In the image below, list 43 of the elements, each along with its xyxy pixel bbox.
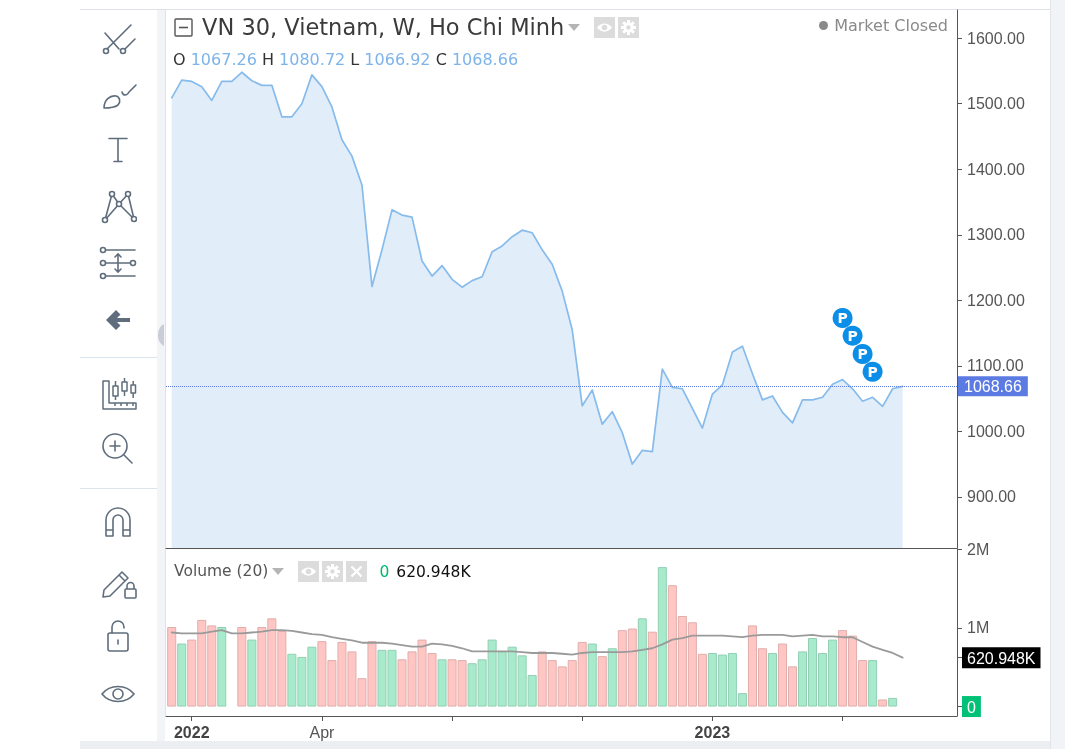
bar	[587, 643, 597, 707]
bar	[767, 652, 777, 707]
y-tick-label: 900.00	[967, 488, 1017, 506]
y-tick-label: 1M	[967, 619, 990, 637]
chart-title: VN 30, Vietnam, W, Ho Chi Minh	[202, 14, 565, 41]
x-tick-label: 2023	[694, 723, 731, 741]
bar	[237, 626, 247, 707]
bar	[637, 618, 647, 707]
y-tick-label: 620.948K	[967, 649, 1036, 667]
ref-line-label: 1068.66	[964, 377, 1022, 395]
bar	[888, 697, 898, 707]
bar	[177, 643, 187, 707]
y-tick-label: 1000.00	[967, 422, 1025, 440]
text: O 1067.26 H 1080.72 L 1066.92 C 1068.66	[173, 50, 519, 69]
x-tick-label: Apr	[309, 723, 336, 741]
annotation: P	[837, 309, 848, 326]
y-tick-label: 1500.00	[967, 95, 1025, 113]
text: Volume (20)	[174, 562, 269, 581]
x-tick-label: 2022	[173, 723, 210, 741]
bar	[217, 626, 227, 707]
y-tick-label: 1300.00	[967, 226, 1025, 244]
annotation: P	[867, 363, 878, 380]
y-tick-label: 1100.00	[967, 357, 1024, 375]
y-tick-label: 1400.00	[967, 160, 1025, 178]
bar	[657, 567, 667, 707]
y-tick-label: 2M	[967, 540, 990, 558]
y-tick-label: 1600.00	[967, 29, 1025, 47]
annotation: 0	[379, 562, 390, 581]
annotation: 620.948K	[396, 562, 471, 581]
annotation: P	[857, 346, 868, 363]
bar	[647, 631, 657, 707]
line-series	[170, 629, 904, 659]
bar	[607, 648, 617, 707]
bar	[247, 639, 257, 707]
annotation: P	[847, 327, 858, 344]
bar	[868, 660, 878, 707]
y-tick-label: 0	[967, 698, 976, 716]
bar	[597, 656, 607, 707]
y-tick-label: 1200.00	[967, 291, 1025, 309]
bar	[878, 699, 888, 707]
bar	[167, 626, 177, 707]
annotation: Market Closed	[834, 16, 948, 36]
bar	[437, 659, 447, 707]
